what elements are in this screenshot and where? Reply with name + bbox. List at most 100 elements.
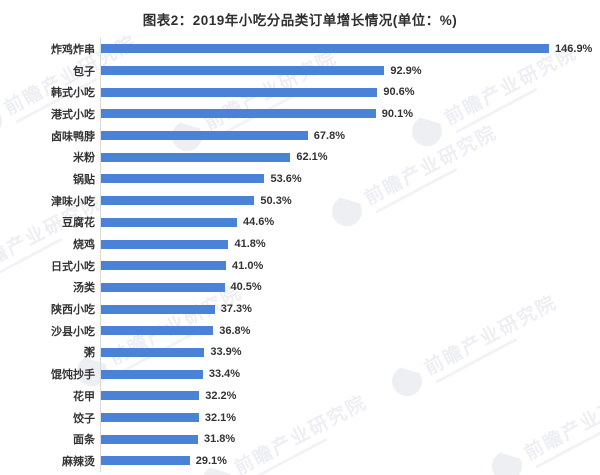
bar-row: 津味小吃 50.3% (0, 189, 600, 212)
bar-area: 62.1% (100, 146, 600, 169)
value-label: 50.3% (260, 194, 292, 207)
bar-area: 33.9% (100, 341, 600, 364)
bar (101, 87, 378, 97)
bar-area: 33.4% (100, 363, 600, 385)
value-label: 67.8% (313, 129, 345, 142)
bar-area: 32.1% (100, 406, 600, 429)
bar (101, 109, 376, 119)
bar-area: 53.6% (100, 168, 600, 190)
category-label: 烧鸡 (73, 239, 95, 252)
category-label: 豆腐花 (62, 217, 95, 230)
bar-area: 50.3% (100, 189, 600, 212)
bar (101, 434, 198, 444)
bar-row: 沙县小吃 36.8% (0, 319, 600, 342)
value-label: 62.1% (296, 151, 328, 164)
bar-row: 港式小吃 90.1% (0, 103, 600, 125)
value-label: 53.6% (270, 172, 302, 185)
bar (101, 304, 215, 314)
bar-row: 馄饨抄手 33.4% (0, 363, 600, 385)
value-label: 92.9% (390, 64, 422, 77)
value-label: 146.9% (555, 42, 593, 55)
bar-area: 92.9% (100, 59, 600, 82)
bar (101, 44, 550, 54)
bar-row: 卤味鸭脖 67.8% (0, 124, 600, 147)
bar (101, 326, 214, 336)
category-label: 汤类 (73, 282, 95, 295)
bar-row: 米粉 62.1% (0, 146, 600, 169)
bar-row: 饺子 32.1% (0, 406, 600, 429)
bar (101, 261, 227, 271)
category-label: 馄饨抄手 (51, 369, 95, 382)
category-label: 韩式小吃 (51, 87, 95, 100)
bar-area: 40.5% (100, 276, 600, 299)
bar-area: 67.8% (100, 124, 600, 147)
category-label: 面条 (73, 434, 95, 447)
value-label: 90.6% (383, 86, 415, 99)
category-label: 米粉 (73, 152, 95, 165)
value-label: 41.0% (232, 259, 264, 272)
bar-row: 面条 31.8% (0, 428, 600, 451)
bar-area: 90.6% (100, 81, 600, 104)
category-label: 沙县小吃 (51, 325, 95, 338)
category-label: 粥 (84, 347, 95, 360)
bar (101, 217, 238, 227)
value-label: 90.1% (381, 107, 413, 120)
bar (101, 174, 265, 184)
bar-area: 41.0% (100, 254, 600, 277)
value-label: 33.4% (208, 368, 241, 381)
bar-area: 44.6% (100, 211, 600, 234)
category-label: 津味小吃 (51, 195, 95, 208)
bar-area: 41.8% (100, 233, 600, 255)
bar (101, 196, 255, 206)
bar-row: 包子 92.9% (0, 59, 600, 82)
category-label: 日式小吃 (51, 260, 95, 273)
bar-area: 36.8% (100, 319, 600, 342)
bar (101, 391, 200, 401)
bar-row: 日式小吃 41.0% (0, 254, 600, 277)
category-label: 麻辣烫 (62, 455, 95, 468)
bar (101, 66, 385, 76)
bar-area: 32.2% (100, 385, 600, 407)
bar (101, 131, 308, 141)
bar-row: 锅贴 53.6% (0, 168, 600, 190)
category-label: 包子 (73, 65, 95, 78)
value-label: 37.3% (220, 303, 252, 316)
bar (101, 347, 205, 357)
bar (101, 413, 199, 423)
bar-row: 汤类 40.5% (0, 276, 600, 299)
category-label: 花甲 (73, 390, 95, 403)
bar (101, 282, 225, 292)
bar-row: 豆腐花 44.6% (0, 211, 600, 234)
value-label: 31.8% (203, 433, 236, 446)
bar-area: 31.8% (100, 428, 600, 451)
bar-area: 37.3% (100, 298, 600, 320)
value-label: 29.1% (195, 454, 227, 467)
category-label: 陕西小吃 (51, 304, 95, 317)
category-label: 卤味鸭脖 (51, 130, 95, 143)
value-label: 36.8% (219, 324, 251, 337)
category-label: 港式小吃 (51, 108, 95, 121)
bar-row: 韩式小吃 90.6% (0, 81, 600, 104)
bar-row: 花甲 32.2% (0, 385, 600, 407)
bar-row: 粥 33.9% (0, 341, 600, 364)
bar-chart: 炸鸡炸串 146.9% 包子 92.9% 韩式小吃 90.6% 港式小吃 90.1% 卤味鸭脖 6… (0, 38, 600, 472)
bar-row: 炸鸡炸串 146.9% (0, 38, 600, 60)
value-label: 44.6% (243, 216, 275, 229)
bar (101, 239, 229, 249)
value-label: 41.8% (234, 238, 266, 251)
bar (101, 369, 203, 379)
bar-area: 29.1% (100, 450, 600, 472)
bar (101, 456, 190, 466)
chart-title: 图表2：2019年小吃分品类订单增长情况(单位：%) (142, 13, 458, 28)
bar-row: 烧鸡 41.8% (0, 233, 600, 255)
category-label: 锅贴 (73, 173, 95, 186)
bar-area: 146.9% (100, 38, 600, 60)
bar (101, 152, 291, 162)
value-label: 32.2% (205, 389, 237, 402)
value-label: 33.9% (210, 346, 242, 359)
value-label: 32.1% (204, 411, 237, 424)
bar-row: 麻辣烫 29.1% (0, 450, 600, 472)
category-label: 饺子 (73, 412, 95, 425)
value-label: 40.5% (230, 281, 262, 294)
